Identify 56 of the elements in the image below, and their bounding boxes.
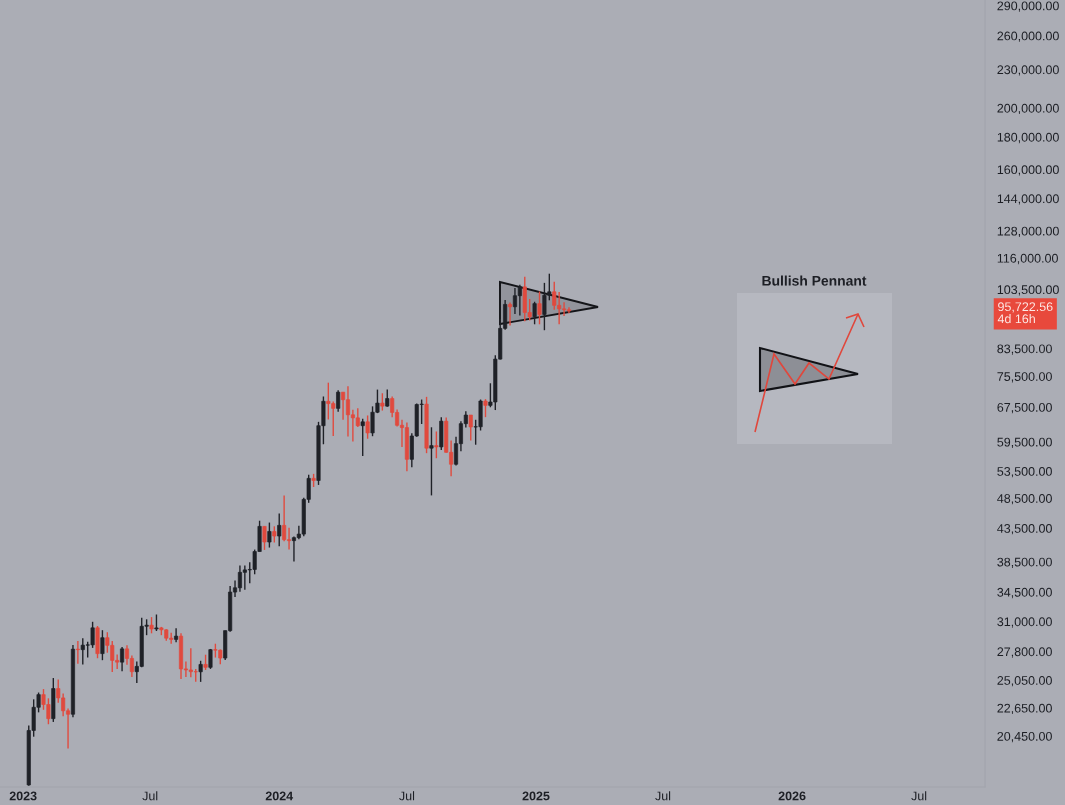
candlestick	[174, 627, 179, 643]
annotation: Bullish Pennant	[762, 275, 867, 286]
candlestick	[345, 385, 351, 438]
y-tick-label: 27,800.00	[997, 647, 1052, 658]
candlestick	[468, 414, 473, 442]
candlestick	[100, 629, 105, 661]
y-tick-label: 160,000.00	[997, 165, 1059, 176]
candlestick	[508, 301, 513, 327]
y-tick-label: 38,500.00	[997, 557, 1052, 568]
candlestick	[517, 284, 522, 317]
candlestick	[434, 430, 439, 459]
y-tick-label: 128,000.00	[997, 226, 1059, 238]
x-tick-label: 2025	[522, 791, 550, 801]
candlestick	[336, 389, 341, 413]
candlestick	[282, 494, 287, 542]
text: 95,722.56 4d 16h	[997, 302, 1053, 324]
x-tick-label: Jul	[142, 791, 158, 801]
candlestick	[532, 301, 537, 325]
candlestick	[198, 660, 203, 683]
y-tick-label: 31,000.00	[997, 617, 1052, 628]
candlestick	[267, 521, 272, 549]
y-tick-label: 25,050.00	[997, 676, 1052, 687]
y-tick-label: 116,000.00	[997, 253, 1058, 265]
candlestick	[483, 398, 488, 418]
candlestick	[262, 525, 267, 551]
candlestick	[360, 417, 365, 457]
y-tick-label: 34,500.00	[997, 587, 1052, 599]
x-tick-label: 2023	[9, 791, 37, 801]
candlestick	[341, 391, 346, 421]
y-tick-label: 75,500.00	[997, 372, 1052, 383]
x-tick-label: 2024	[265, 791, 294, 801]
candlestick	[429, 426, 434, 497]
y-tick-label: 83,500.00	[997, 344, 1052, 355]
y-tick-label: 20,450.00	[997, 731, 1052, 743]
y-tick-label: 59,500.00	[997, 437, 1052, 449]
x-tick-label: Jul	[399, 791, 415, 801]
y-tick-label: 43,500.00	[997, 524, 1052, 535]
candlestick	[75, 640, 80, 665]
y-tick-label: 22,650.00	[997, 703, 1052, 715]
y-tick-label: 260,000.00	[997, 31, 1059, 42]
x-tick-label: 2026	[778, 791, 806, 801]
y-tick-label: 290,000.00	[997, 1, 1059, 12]
y-tick-label: 67,500.00	[997, 402, 1052, 414]
candlestick	[277, 512, 282, 547]
y-tick-label: 180,000.00	[997, 132, 1059, 144]
candlestick	[120, 646, 125, 673]
y-tick-label: 230,000.00	[997, 65, 1059, 76]
y-tick-label: 48,500.00	[997, 494, 1052, 505]
y-tick-label: 53,500.00	[997, 467, 1052, 478]
x-tick-label: Jul	[911, 791, 927, 801]
candlestick	[537, 290, 542, 325]
y-tick-label: 103,500.00	[997, 285, 1059, 296]
y-tick-label: 200,000.00	[997, 103, 1059, 115]
x-tick-label: Jul	[655, 791, 671, 801]
candlestick	[365, 414, 370, 440]
y-tick-label: 144,000.00	[997, 194, 1059, 205]
